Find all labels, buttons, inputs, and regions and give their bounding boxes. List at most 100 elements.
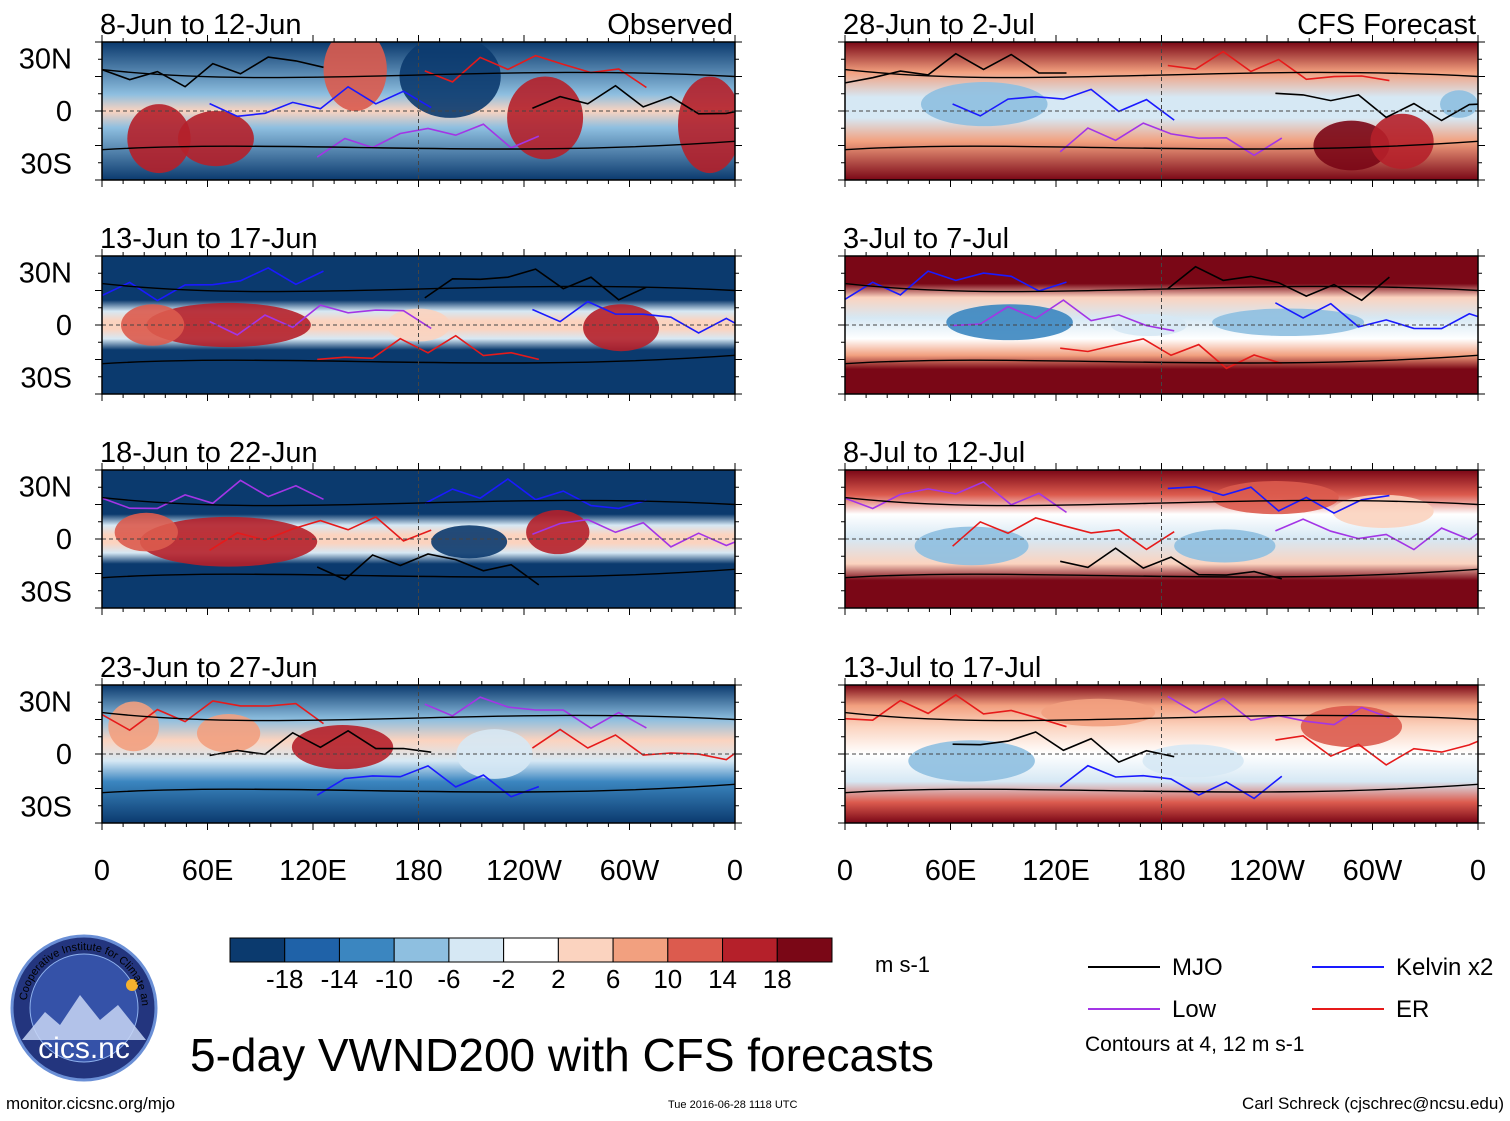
legend-label: Kelvin x2 (1396, 954, 1493, 981)
colorbar-tick-label: -10 (375, 964, 413, 994)
contour-line (209, 304, 432, 336)
shading-anomaly (914, 526, 1029, 566)
shading-anomaly (291, 725, 394, 770)
lon-tick-label: 120E (279, 855, 347, 887)
contour-line (1167, 50, 1390, 82)
contour-line (952, 517, 1175, 551)
colorbar-tick-label: -18 (266, 964, 304, 994)
lon-tick-label: 180 (394, 855, 442, 887)
contour-line (531, 728, 735, 761)
lon-tick-label: 0 (94, 855, 110, 887)
contour-line (316, 553, 540, 586)
lat-tick-label: 30S (20, 148, 72, 180)
mjo-contour (102, 140, 735, 151)
colorbar-tick-label: 10 (653, 964, 682, 994)
shading-anomaly (526, 510, 590, 555)
colorbar-swatch (393, 937, 450, 963)
panel-date-label: 8-Jul to 12-Jul (843, 437, 1025, 469)
map-panel-observed-2: 13-Jun to 17-Jun 30N 0 30S (19, 223, 742, 401)
mjo-contour (845, 68, 1478, 79)
contour-line (1060, 547, 1283, 580)
mjo-contour (845, 140, 1478, 151)
mjo-contour (845, 711, 1478, 722)
shading-anomaly (1041, 698, 1156, 727)
panel-date-label: 8-Jun to 12-Jun (100, 9, 302, 41)
lon-tick-label: 60W (1343, 855, 1403, 887)
mjo-contour (845, 496, 1478, 507)
colorbar-tick-label: -2 (492, 964, 515, 994)
contour-line (102, 266, 324, 302)
colorbar-swatch (722, 937, 778, 963)
contour-line (316, 764, 540, 798)
contour-line (1275, 92, 1478, 122)
shading-anomaly (1212, 308, 1365, 337)
mjo-contour (102, 282, 735, 293)
mjo-contour (102, 354, 735, 365)
contour-line (1167, 265, 1390, 302)
lat-tick-label: 0 (56, 310, 72, 342)
lon-tick-label: 0 (1470, 855, 1486, 887)
panel-date-label: 13-Jul to 17-Jul (843, 652, 1041, 684)
shading-anomaly (678, 76, 735, 174)
shading-anomaly (507, 76, 584, 160)
contour-line (209, 85, 432, 118)
colorbar-tick-label: -6 (437, 964, 460, 994)
shading-anomaly (399, 42, 501, 118)
lon-tick-label: 0 (837, 855, 853, 887)
mjo-contour (845, 568, 1478, 579)
mjo-contour (102, 496, 735, 507)
colorbar-swatch (557, 937, 614, 963)
lon-tick-label: 60E (182, 855, 234, 887)
lon-tick-label: 180 (1137, 855, 1185, 887)
map-panel-forecast-3: 8-Jul to 12-Jul (838, 437, 1485, 615)
lon-tick-label: 60E (925, 855, 977, 887)
contour-line (1167, 485, 1390, 515)
colorbar-tick-label: 6 (606, 964, 620, 994)
shading-anomaly (431, 525, 508, 559)
contour-line (424, 268, 647, 301)
map-panel-observed-1: 8-Jun to 12-Jun 30N 0 30S (19, 9, 742, 187)
contour-line (845, 52, 1067, 84)
map-panel-forecast-2: 3-Jul to 7-Jul (838, 223, 1485, 401)
legend-label: MJO (1172, 954, 1223, 981)
colorbar-swatch (612, 937, 669, 963)
contour-line (1059, 764, 1283, 800)
lon-tick-label: 120W (1229, 855, 1305, 887)
colorbar-swatch (503, 937, 559, 963)
shading-anomaly (908, 740, 1035, 782)
contour-line (845, 693, 1067, 728)
contour-line (209, 729, 432, 757)
contour-line (1275, 518, 1478, 551)
lat-tick-label: 0 (56, 524, 72, 556)
colorbar-swatch (338, 937, 395, 963)
shading-anomaly (177, 111, 254, 167)
shading-anomaly (1300, 705, 1403, 748)
contour-line (845, 480, 1067, 514)
shading-anomaly (127, 104, 191, 174)
shading-anomaly (196, 713, 261, 753)
contour-line (102, 56, 324, 88)
mjo-contour (102, 68, 735, 79)
panel-date-label: 18-Jun to 22-Jun (100, 437, 318, 469)
shading-anomaly (1370, 113, 1434, 169)
legend-label: Low (1172, 996, 1217, 1023)
contour-line (1060, 338, 1283, 370)
panel-date-label: 23-Jun to 27-Jun (100, 652, 318, 684)
colorbar-swatch (448, 937, 505, 963)
shading-anomaly (583, 304, 660, 352)
units-label: m s-1 (875, 952, 930, 977)
author-credit: Carl Schreck (cjschrec@ncsu.edu) (1242, 1094, 1504, 1113)
contour-line (102, 479, 324, 510)
timestamp: Tue 2016-06-28 1118 UTC (668, 1099, 798, 1111)
lat-tick-label: 30S (20, 791, 72, 823)
lat-tick-label: 30S (20, 362, 72, 394)
mjo-contour (845, 354, 1478, 365)
contour-line (532, 518, 735, 548)
contour-line (532, 300, 735, 334)
colorbar-tick-label: 14 (708, 964, 737, 994)
contour-line (317, 334, 539, 361)
shading-anomaly (920, 82, 1048, 127)
shading-anomaly (114, 512, 178, 552)
shading-anomaly (1174, 529, 1276, 563)
colorbar-tick-label: -14 (321, 964, 359, 994)
